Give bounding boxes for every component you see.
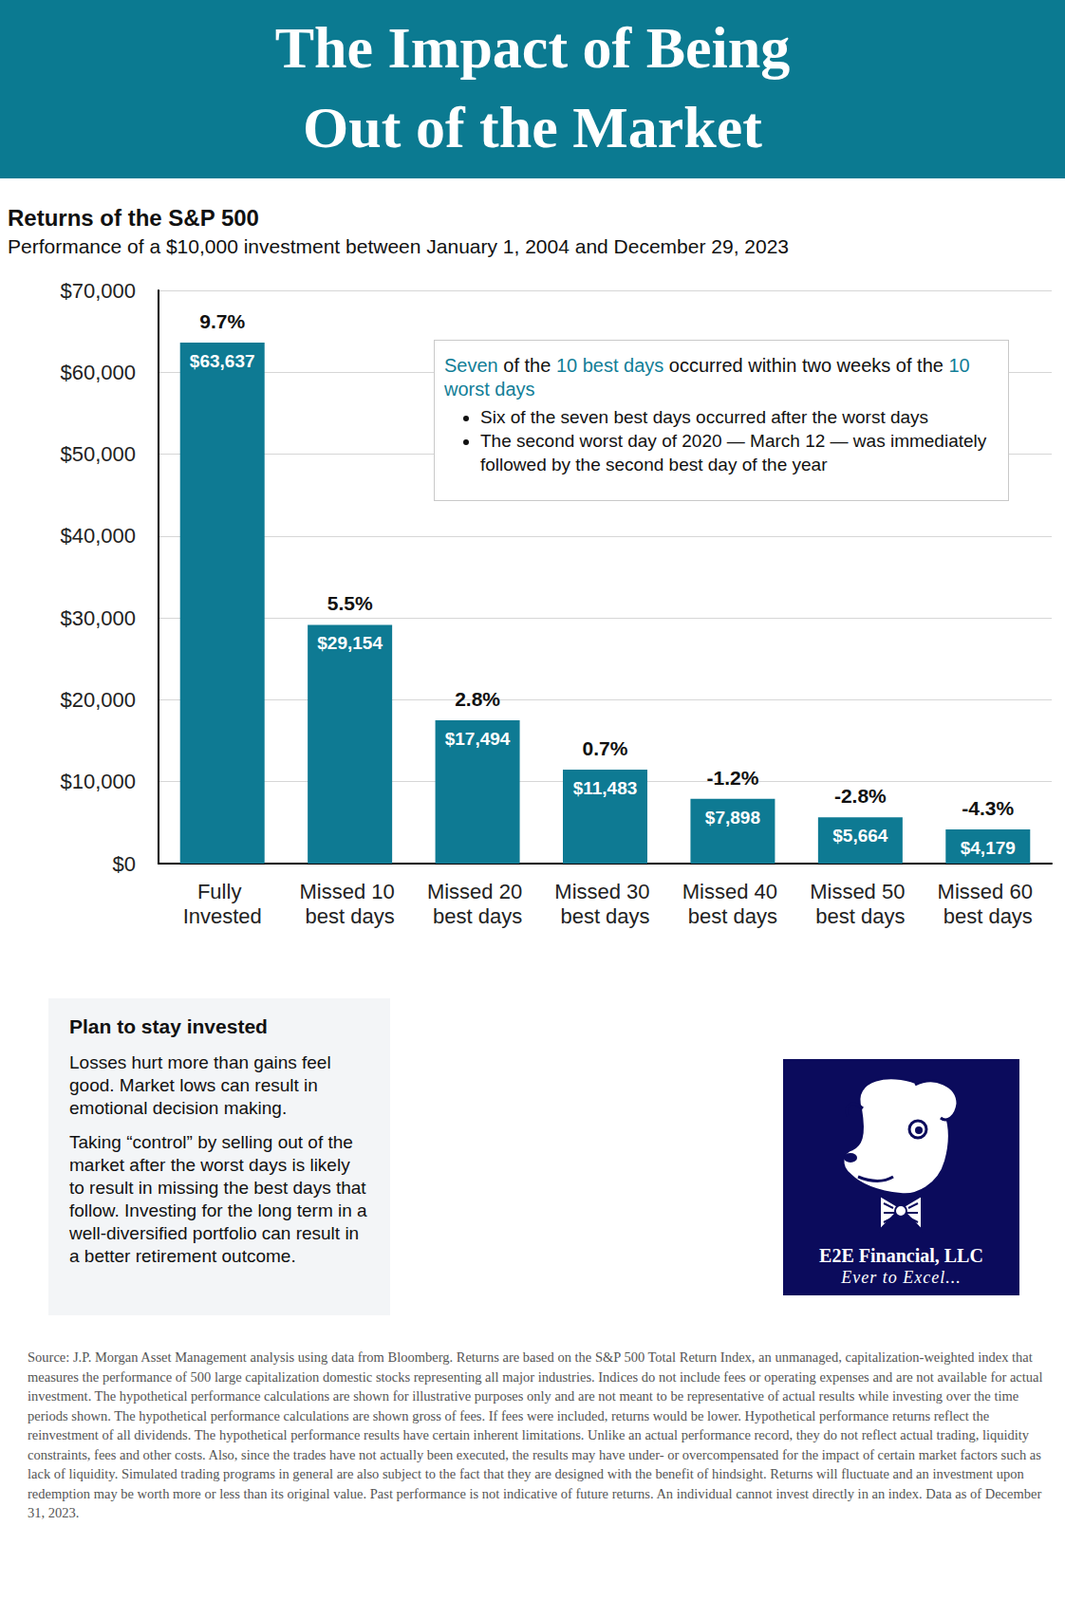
svg-text:$10,000: $10,000 bbox=[59, 769, 136, 794]
svg-text:best days: best days bbox=[305, 904, 395, 929]
svg-text:-2.8%: -2.8% bbox=[834, 784, 887, 807]
svg-text:$70,000: $70,000 bbox=[59, 279, 136, 303]
svg-text:best days: best days bbox=[432, 904, 523, 929]
html-text:Ever to Excel...: Ever to Excel... bbox=[841, 1268, 962, 1288]
svg-text:$0: $0 bbox=[112, 852, 136, 877]
svg-text:$63,637: $63,637 bbox=[189, 351, 256, 372]
svg-text:Invested: Invested bbox=[183, 904, 262, 929]
html-text:Source: J.P. Morgan Asset Mana: Source: J.P. Morgan Asset Management ana… bbox=[27, 1349, 1043, 1521]
svg-text:best days: best days bbox=[688, 904, 778, 929]
svg-text:$60,000: $60,000 bbox=[59, 360, 136, 385]
svg-text:best days: best days bbox=[560, 904, 650, 929]
svg-text:best days: best days bbox=[943, 904, 1033, 929]
svg-text:$40,000: $40,000 bbox=[59, 523, 136, 548]
svg-text:$5,664: $5,664 bbox=[832, 825, 889, 846]
html-text:E2E Financial, LLC: E2E Financial, LLC bbox=[819, 1245, 984, 1267]
svg-text:$29,154: $29,154 bbox=[317, 633, 383, 654]
svg-text:Fully: Fully bbox=[197, 879, 248, 904]
svg-text:Missed 10: Missed 10 bbox=[298, 879, 400, 904]
html-text:Out of the Market: Out of the Market bbox=[302, 94, 763, 160]
html-text:Seven of the 10 best days occu: Seven of the 10 best days occurred withi… bbox=[444, 355, 970, 400]
html-text:Returns of the S&P 500: Returns of the S&P 500 bbox=[7, 205, 260, 231]
svg-text:Missed 30: Missed 30 bbox=[554, 879, 655, 904]
html-text:The second worst day of 2020 —: The second worst day of 2020 — March 12 … bbox=[480, 430, 987, 475]
svg-text:9.7%: 9.7% bbox=[199, 310, 245, 333]
html-text:Performance of a $10,000 inves: Performance of a $10,000 investment betw… bbox=[7, 235, 789, 258]
svg-text:$20,000: $20,000 bbox=[59, 688, 136, 712]
svg-text:-1.2%: -1.2% bbox=[706, 766, 759, 789]
html-text:Six of the seven best days occ: Six of the seven best days occurred afte… bbox=[480, 407, 929, 428]
svg-text:Missed 20: Missed 20 bbox=[427, 879, 528, 904]
svg-text:5.5%: 5.5% bbox=[327, 592, 374, 615]
svg-text:2.8%: 2.8% bbox=[454, 688, 501, 710]
svg-text:$11,483: $11,483 bbox=[573, 778, 638, 799]
svg-text:-4.3%: -4.3% bbox=[961, 797, 1014, 820]
html-text:The Impact of Being: The Impact of Being bbox=[275, 15, 791, 80]
svg-text:$50,000: $50,000 bbox=[59, 442, 136, 467]
svg-text:$7,898: $7,898 bbox=[705, 807, 761, 828]
svg-text:$4,179: $4,179 bbox=[960, 838, 1016, 859]
svg-text:best days: best days bbox=[815, 904, 905, 929]
svg-text:$17,494: $17,494 bbox=[445, 728, 511, 749]
html-text:Plan to stay invested: Plan to stay invested bbox=[69, 1015, 268, 1038]
svg-text:Missed 60: Missed 60 bbox=[937, 879, 1039, 904]
html-text:Taking “control” by selling ou: Taking “control” by selling out of the m… bbox=[69, 1132, 368, 1267]
svg-text:0.7%: 0.7% bbox=[582, 737, 629, 760]
svg-text:Missed 50: Missed 50 bbox=[809, 879, 911, 904]
svg-text:$30,000: $30,000 bbox=[59, 606, 136, 631]
svg-text:Missed 40: Missed 40 bbox=[682, 879, 784, 904]
html-text:Losses hurt more than gains fe: Losses hurt more than gains feel good. M… bbox=[69, 1052, 331, 1119]
